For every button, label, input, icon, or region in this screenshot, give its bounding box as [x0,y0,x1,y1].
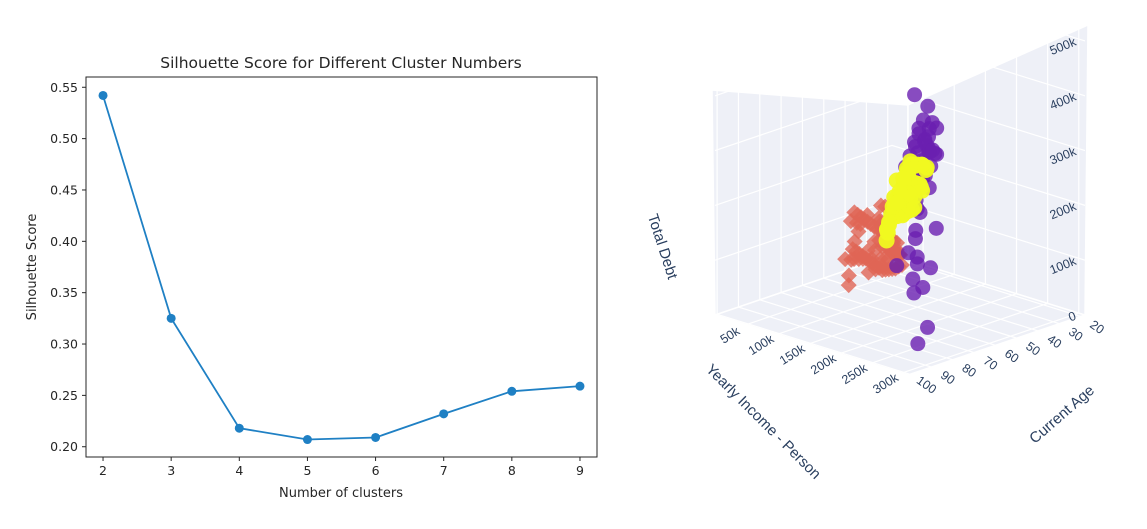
x-gridline [780,7,975,354]
series-points [98,90,585,445]
y-tick-label: 0.20 [50,439,78,454]
x-gridline [737,22,932,368]
cluster-point [910,336,926,352]
cluster-point [905,271,921,287]
data-point [234,423,244,433]
cluster-point [907,139,923,155]
cluster-point [879,221,896,238]
data-point [507,386,517,396]
cluster-point [895,170,912,187]
data-point [575,381,585,391]
data-point [371,432,381,442]
y-tick-label: 0.30 [50,337,78,352]
x-tick-label: 5 [303,463,311,478]
cluster-point [920,98,936,114]
cluster-point [920,319,936,335]
plot-area-frame [85,76,598,458]
series-line [102,95,581,441]
cluster-point [860,264,877,281]
y-axis-label: Silhouette Score [25,214,40,321]
cluster-point [846,233,863,250]
chart-title: Silhouette Score for Different Cluster N… [160,54,521,72]
cluster-point [889,194,906,211]
scatter-points [837,87,945,352]
x-tick-label: 50 [1023,339,1042,358]
z-axis-title: Total Debt [644,212,681,282]
y-tick-label: 100k [746,331,777,358]
x-tick-label: 40 [1045,332,1064,351]
x-axis-label: Number of clusters [279,486,403,501]
y-gridline [839,8,1018,355]
x-gridline [716,29,911,375]
scene-panes [711,23,1089,377]
x-tick-label: 3 [167,463,175,478]
y-gridline [777,0,955,335]
x-tick-label: 9 [576,463,584,478]
z-gridline [714,144,1086,206]
x-tick-label: 90 [938,368,957,387]
y-gridline [808,0,986,345]
x-tick-label: 30 [1066,325,1085,344]
y-tick-label: 0.40 [50,234,78,249]
x-gridline [823,0,1017,339]
cluster-point [928,220,944,236]
x-axis-title: Current Age [1026,382,1098,447]
x-gridline [759,14,953,361]
cluster-point [850,251,867,268]
y-tick-label: 0.35 [50,285,78,300]
x-tick-label: 6 [372,463,380,478]
cluster-point [911,126,927,142]
cluster-point [915,279,931,295]
data-point [166,313,176,323]
x-tick-label: 70 [981,354,1000,373]
y-tick-label: 200k [808,351,839,378]
cluster-point [907,87,923,103]
x-tick-label: 2 [99,463,107,478]
cluster-point [909,256,925,272]
x-gridline [844,0,1039,332]
cluster-point [842,213,859,230]
data-point [302,435,312,445]
y-tick-label: 0.50 [50,131,78,146]
y-gridline [870,18,1049,364]
axis-ticks: 2 3 4 5 6 7 8 9 0.20 0.25 0.30 0.35 0.40 0.45 0.50 0.55 [50,80,584,478]
cluster-point [908,222,924,238]
cluster-point [840,267,857,284]
y-tick-label: 0.25 [50,388,78,403]
x-tick-label: 4 [235,463,243,478]
z-gridline [714,0,1086,42]
y-tick-label: 50k [718,324,743,347]
silhouette-chart: Silhouette Score for Different Cluster N… [25,54,598,501]
data-point [98,90,108,100]
y-tick-label: 250k [839,360,870,387]
cluster-point [859,206,876,223]
y-tick-label: 300k [870,370,901,397]
x-tick-label: 80 [959,361,978,380]
y-tick-label: 0.55 [50,80,78,95]
cluster-point [888,241,905,258]
y-axis-title: Yearly Income - Person [702,361,824,483]
z-gridline [714,89,1086,152]
cluster-point [900,245,916,261]
cluster-point [889,258,905,274]
x-tick-label: 60 [1002,346,1021,365]
data-point [439,409,449,419]
y-tick-label: 0.45 [50,182,78,197]
z-gridline [714,35,1086,97]
x-tick-label: 8 [508,463,516,478]
x-tick-label: 100 [914,373,939,396]
scene-grid [714,0,1086,375]
cluster-point [874,258,891,275]
cluster-point [906,199,923,216]
cluster-point [925,142,941,158]
y-gridline [901,28,1080,374]
cluster-point [923,260,939,276]
cluster-point [840,277,857,294]
x-tick-label: 20 [1087,317,1106,336]
x-tick-label: 7 [440,463,448,478]
z-tick-label: 0 [1066,309,1078,325]
y-tick-label: 150k [777,341,808,368]
